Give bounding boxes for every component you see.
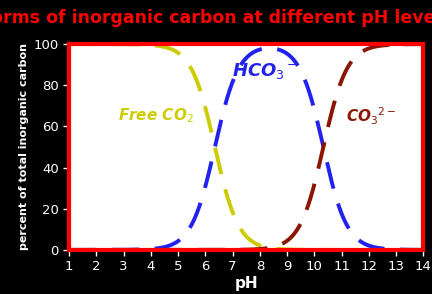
- X-axis label: pH: pH: [235, 276, 258, 291]
- Y-axis label: percent of total inorganic carbon: percent of total inorganic carbon: [19, 44, 29, 250]
- Text: CO$_3$$^{2-}$: CO$_3$$^{2-}$: [346, 106, 397, 127]
- Text: HCO$_3$$^-$: HCO$_3$$^-$: [232, 61, 299, 81]
- Text: Free CO$_2$: Free CO$_2$: [118, 107, 194, 126]
- Text: Forms of inorganic carbon at different pH levels: Forms of inorganic carbon at different p…: [0, 9, 432, 27]
